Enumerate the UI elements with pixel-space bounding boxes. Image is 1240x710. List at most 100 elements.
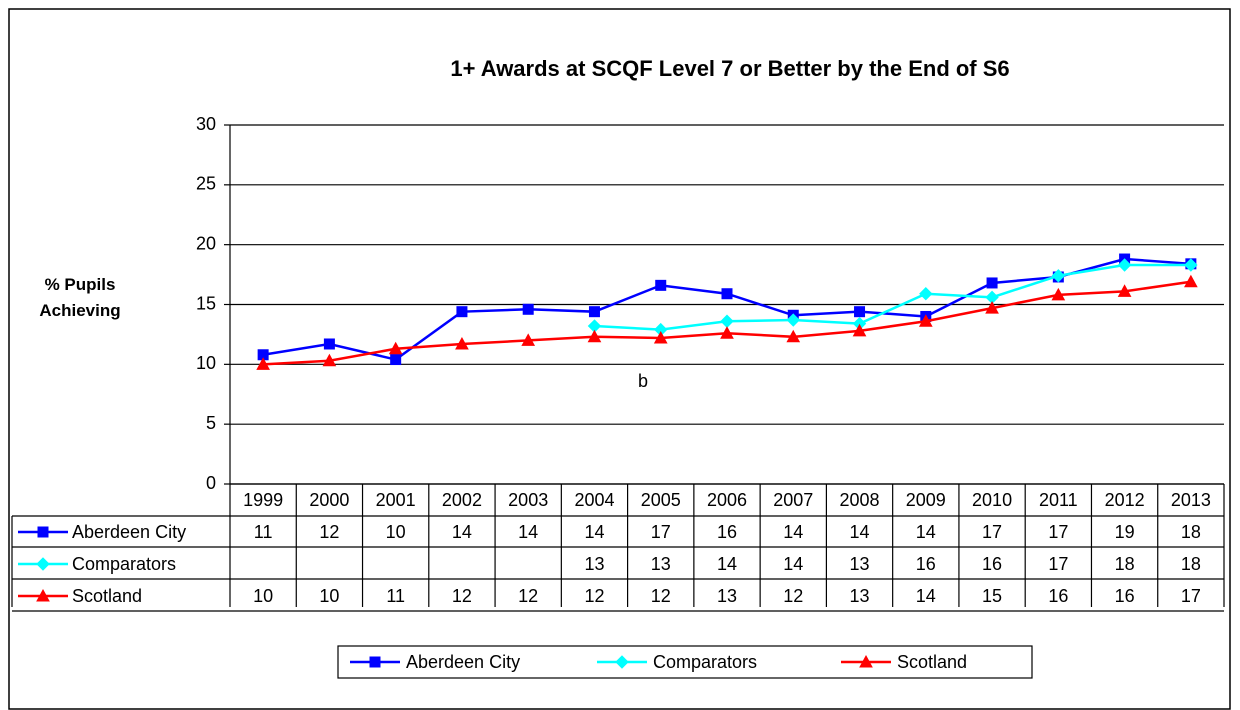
legend-label: Scotland: [897, 652, 967, 672]
annotation: b: [638, 371, 648, 391]
x-tick-label: 2005: [641, 490, 681, 510]
table-value: 17: [1181, 586, 1201, 606]
table-value: 19: [1115, 522, 1135, 542]
table-value: 14: [717, 554, 737, 574]
table-value: 18: [1115, 554, 1135, 574]
table-value: 12: [452, 586, 472, 606]
data-point: [522, 303, 534, 315]
table-value: 14: [452, 522, 472, 542]
table-value: 16: [717, 522, 737, 542]
data-point: [653, 330, 668, 344]
table-row-label: Aberdeen City: [72, 522, 186, 542]
table-value: 18: [1181, 554, 1201, 574]
data-point: [455, 336, 469, 350]
x-tick-label: 2008: [840, 490, 880, 510]
x-tick-label: 2009: [906, 490, 946, 510]
table-row-label: Comparators: [72, 554, 176, 574]
table-value: 16: [982, 554, 1002, 574]
table-value: 16: [1048, 586, 1068, 606]
table-value: 12: [584, 586, 604, 606]
x-tick-label: 2001: [376, 490, 416, 510]
y-tick-label: 0: [206, 473, 216, 493]
table-value: 14: [916, 522, 936, 542]
x-tick-label: 2006: [707, 490, 747, 510]
data-point: [786, 313, 800, 327]
y-tick-label: 25: [196, 174, 216, 194]
table-value: 14: [850, 522, 870, 542]
legend-swatch: [615, 655, 629, 669]
table-value: 17: [1048, 554, 1068, 574]
table-value: 15: [982, 586, 1002, 606]
data-point: [721, 288, 733, 300]
y-tick-label: 10: [196, 353, 216, 373]
table-value: 11: [386, 586, 405, 606]
table-value: 11: [254, 522, 273, 542]
data-point: [720, 326, 734, 339]
x-tick-label: 2004: [574, 490, 614, 510]
table-value: 13: [850, 586, 870, 606]
data-point: [256, 357, 270, 370]
table-value: 17: [982, 522, 1002, 542]
legend-swatch: [36, 588, 50, 602]
x-tick-label: 2011: [1039, 490, 1078, 510]
table-value: 13: [651, 554, 671, 574]
table-value: 12: [651, 586, 671, 606]
x-tick-label: 2003: [508, 490, 548, 510]
x-tick-label: 2013: [1171, 490, 1211, 510]
table-value: 14: [916, 586, 936, 606]
data-point: [588, 306, 600, 318]
data-point: [919, 287, 933, 301]
legend-label: Aberdeen City: [406, 652, 520, 672]
legend-swatch: [36, 557, 50, 571]
data-point: [786, 329, 801, 343]
legend-swatch: [859, 654, 873, 668]
x-tick-label: 2002: [442, 490, 482, 510]
legend-swatch: [37, 526, 49, 538]
data-point: [1117, 284, 1132, 297]
x-tick-label: 2012: [1105, 490, 1145, 510]
data-point: [1051, 287, 1066, 301]
series-line: [594, 263, 1191, 331]
x-tick-label: 1999: [243, 490, 283, 510]
data-point: [521, 333, 536, 346]
table-value: 17: [651, 522, 671, 542]
y-tick-label: 15: [196, 293, 216, 313]
table-value: 18: [1181, 522, 1201, 542]
data-point: [854, 306, 866, 318]
chart-title: 1+ Awards at SCQF Level 7 or Better by t…: [450, 56, 1009, 81]
data-point: [323, 338, 335, 350]
data-point: [1184, 258, 1198, 272]
y-tick-label: 30: [196, 114, 216, 134]
data-point: [918, 314, 933, 327]
table-value: 13: [850, 554, 870, 574]
data-point: [655, 279, 667, 291]
data-point: [388, 341, 403, 355]
data-point: [1117, 258, 1132, 272]
table-value: 10: [386, 522, 406, 542]
data-point: [587, 329, 602, 343]
data-point: [1051, 269, 1066, 283]
data-point: [390, 354, 402, 366]
data-point: [985, 301, 999, 314]
table-value: 13: [584, 554, 604, 574]
data-point: [1184, 274, 1198, 288]
data-point: [322, 353, 337, 367]
y-axis-label: % Pupils Achieving: [39, 275, 121, 320]
y-tick-label: 5: [206, 413, 216, 433]
table-value: 14: [518, 522, 538, 542]
data-point: [852, 323, 867, 337]
table-value: 14: [783, 522, 803, 542]
table-value: 10: [319, 586, 339, 606]
table-value: 17: [1048, 522, 1068, 542]
table-value: 10: [253, 586, 273, 606]
table-value: 16: [1115, 586, 1135, 606]
y-tick-label: 20: [196, 233, 216, 253]
table-value: 14: [584, 522, 604, 542]
legend-label: Comparators: [653, 652, 757, 672]
table-value: 12: [518, 586, 538, 606]
table-value: 16: [916, 554, 936, 574]
x-tick-label: 2010: [972, 490, 1012, 510]
x-tick-label: 2007: [773, 490, 813, 510]
